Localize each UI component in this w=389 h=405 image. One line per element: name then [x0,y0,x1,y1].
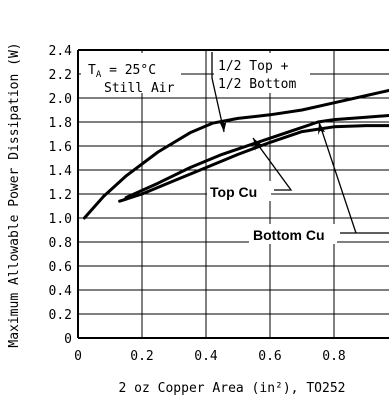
tick-labels: 0 0.2 0.4 0.6 0.8 1.0 1.2 1.4 1.6 1.8 2.0 2.2 2.4 0 0.… [49,44,346,364]
bottom-cu-annotation: Bottom Cu [253,227,325,243]
x-tick-label: 0.6 [258,349,281,364]
half-bottom-annotation: 1/2 Bottom [218,77,296,92]
y-axis-label: Maximum Allowable Power Dissipation (W) [7,42,22,347]
x-axis-label: 2 oz Copper Area (in²), TO252 [119,381,346,396]
top-cu-annotation: Top Cu [210,184,257,200]
half-leader-arrow [219,119,227,132]
y-tick-label: 2.0 [49,92,72,107]
y-tick-label: 1.6 [49,140,72,155]
y-tick-label: 2.2 [49,68,72,83]
top-cu-leader-line [252,137,293,191]
y-tick-label: 0 [64,332,72,347]
top-cu-leader-arrow [253,138,262,151]
series-line-1 [124,113,389,200]
y-tick-label: 2.4 [49,44,73,59]
still-air-annotation: Still Air [104,81,175,96]
x-tick-label: 0 [74,349,82,364]
series-line-2 [118,124,389,203]
bottom-cu-leader-arrow [318,122,325,135]
y-tick-label: 1.0 [49,212,72,227]
x-tick-label: 0.2 [130,349,153,364]
conditions-box-bg [81,53,181,93]
bottom-cu-bg [249,224,337,244]
x-tick-label: 0.8 [322,349,345,364]
y-tick-label: 0.8 [49,236,72,251]
y-tick-label: 0.2 [49,308,72,323]
bottom-cu-leader-line [318,121,357,234]
y-tick-label: 1.8 [49,116,72,131]
half-leader-line [211,52,225,133]
x-tick-label: 0.4 [194,349,218,364]
series-lines [82,88,389,220]
y-tick-label: 1.2 [49,188,72,203]
top-cu-bg [207,181,271,201]
ta-annotation: TA = 25°C [88,63,156,80]
y-tick-label: 0.4 [49,284,73,299]
half-top-annotation: 1/2 Top + [218,59,289,74]
half-label-bg [214,53,310,93]
y-tick-label: 1.4 [49,164,73,179]
series-line-0 [82,88,389,220]
y-tick-label: 0.6 [49,260,72,275]
